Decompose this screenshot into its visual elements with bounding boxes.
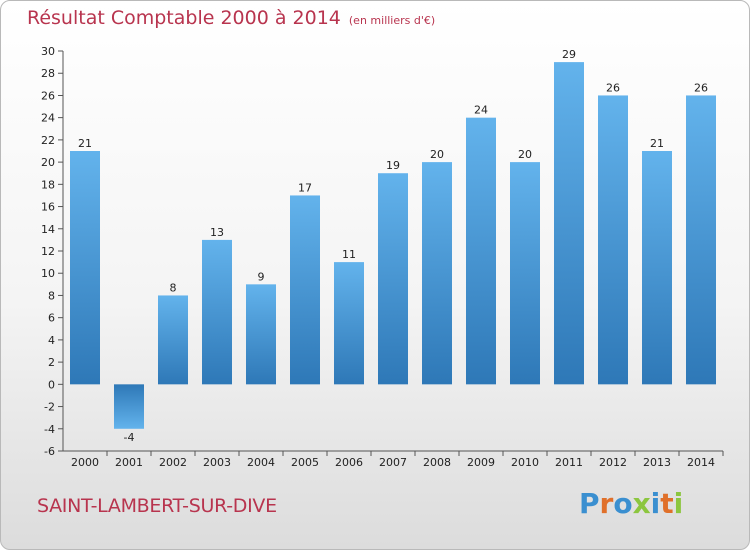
data-label-2006: 11 bbox=[342, 248, 356, 261]
x-tick-label: 2007 bbox=[379, 456, 407, 469]
x-tick-label: 2003 bbox=[203, 456, 231, 469]
y-tick-label: 10 bbox=[41, 267, 55, 280]
y-tick-label: 16 bbox=[41, 201, 55, 214]
data-label-2005: 17 bbox=[298, 181, 312, 194]
y-tick-label: 12 bbox=[41, 245, 55, 258]
y-tick-label: 26 bbox=[41, 89, 55, 102]
y-tick-label: 8 bbox=[48, 289, 55, 302]
logo-letter: t bbox=[660, 487, 674, 520]
y-tick-label: 22 bbox=[41, 134, 55, 147]
data-label-2004: 9 bbox=[258, 270, 265, 283]
bar-2002 bbox=[158, 295, 188, 385]
y-tick-label: -6 bbox=[44, 445, 55, 458]
bar-2010 bbox=[510, 162, 540, 385]
x-tick-label: 2000 bbox=[71, 456, 99, 469]
x-tick-label: 2006 bbox=[335, 456, 363, 469]
data-label-2008: 20 bbox=[430, 148, 444, 161]
logo-letter: o bbox=[613, 487, 633, 520]
data-label-2002: 8 bbox=[170, 281, 177, 294]
bar-2007 bbox=[378, 173, 408, 385]
data-label-2010: 20 bbox=[518, 148, 532, 161]
logo-letter: r bbox=[599, 487, 614, 520]
logo-letter: i bbox=[650, 487, 661, 520]
bar-2001 bbox=[114, 384, 144, 429]
x-tick-label: 2005 bbox=[291, 456, 319, 469]
y-tick-label: 20 bbox=[41, 156, 55, 169]
x-tick-label: 2014 bbox=[687, 456, 715, 469]
data-label-2001: -4 bbox=[124, 431, 135, 444]
bar-2011 bbox=[554, 62, 584, 385]
y-tick-label: 6 bbox=[48, 312, 55, 325]
y-tick-label: 2 bbox=[48, 356, 55, 369]
bar-2004 bbox=[246, 284, 276, 385]
y-tick-label: -4 bbox=[44, 423, 55, 436]
data-label-2012: 26 bbox=[606, 81, 620, 94]
chart-bars bbox=[70, 62, 716, 429]
bar-2003 bbox=[202, 239, 232, 385]
y-tick-label: 14 bbox=[41, 223, 55, 236]
logo-letter: x bbox=[632, 487, 651, 520]
data-label-2000: 21 bbox=[78, 137, 92, 150]
commune-name: SAINT-LAMBERT-SUR-DIVE bbox=[37, 495, 277, 517]
proxiti-logo: Proxiti bbox=[579, 487, 683, 520]
data-label-2014: 26 bbox=[694, 81, 708, 94]
x-tick-label: 2002 bbox=[159, 456, 187, 469]
chart-title-text: Résultat Comptable 2000 à 2014 bbox=[27, 7, 341, 29]
bar-2014 bbox=[686, 95, 716, 385]
y-tick-label: -2 bbox=[44, 401, 55, 414]
x-tick-label: 2009 bbox=[467, 456, 495, 469]
bar-2013 bbox=[642, 151, 672, 385]
data-label-2011: 29 bbox=[562, 48, 576, 61]
chart-title: Résultat Comptable 2000 à 2014 (en millie… bbox=[27, 7, 435, 29]
x-tick-label: 2004 bbox=[247, 456, 275, 469]
data-label-2013: 21 bbox=[650, 137, 664, 150]
chart-subtitle: (en milliers d'€) bbox=[348, 14, 436, 27]
x-tick-label: 2008 bbox=[423, 456, 451, 469]
x-tick-label: 2012 bbox=[599, 456, 627, 469]
data-label-2007: 19 bbox=[386, 159, 400, 172]
x-tick-label: 2001 bbox=[115, 456, 143, 469]
bar-2012 bbox=[598, 95, 628, 385]
y-tick-label: 4 bbox=[48, 334, 55, 347]
bar-2009 bbox=[466, 117, 496, 385]
y-tick-label: 0 bbox=[48, 378, 55, 391]
y-tick-label: 30 bbox=[41, 45, 55, 58]
bar-2000 bbox=[70, 151, 100, 385]
bar-2006 bbox=[334, 262, 364, 385]
y-tick-label: 24 bbox=[41, 112, 55, 125]
x-tick-label: 2011 bbox=[555, 456, 583, 469]
chart-labels: 21 -4 8 13 9 17 11 19 20 24 20 29 26 21 26 bbox=[78, 48, 708, 444]
data-label-2009: 24 bbox=[474, 104, 488, 117]
y-tick-label: 28 bbox=[41, 67, 55, 80]
bar-2005 bbox=[290, 195, 320, 385]
data-label-2003: 13 bbox=[210, 226, 224, 239]
logo-letter: P bbox=[579, 487, 600, 520]
y-tick-label: 18 bbox=[41, 178, 55, 191]
logo-letter: i bbox=[673, 487, 684, 520]
bar-2008 bbox=[422, 162, 452, 385]
x-tick-label: 2010 bbox=[511, 456, 539, 469]
x-tick-label: 2013 bbox=[643, 456, 671, 469]
